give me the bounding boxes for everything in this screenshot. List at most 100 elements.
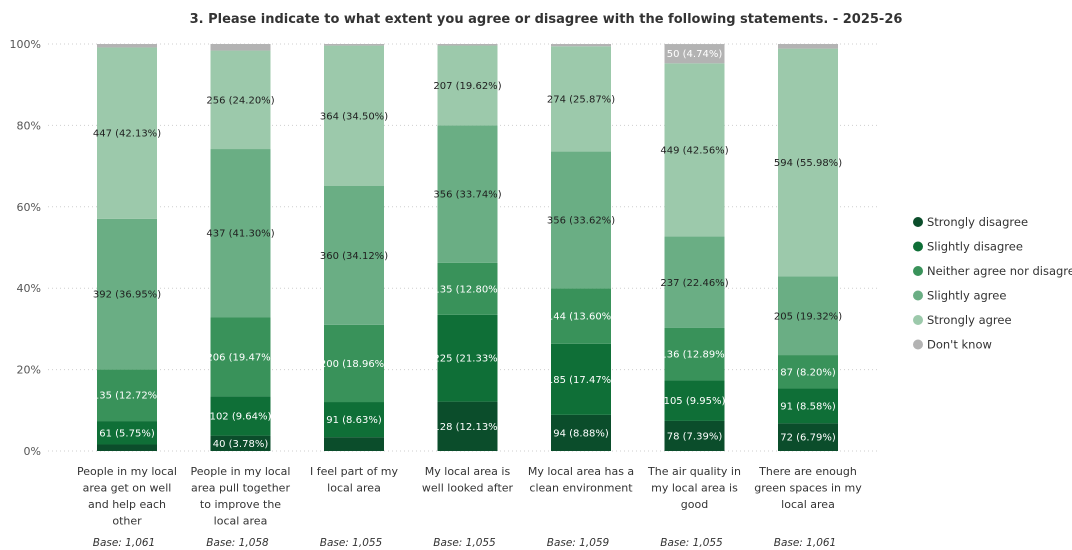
bar-segment — [97, 444, 157, 451]
data-label: 136 (12.89%) — [660, 350, 728, 361]
legend-marker — [913, 241, 923, 252]
bar-segment — [664, 44, 725, 64]
bar-segment — [778, 276, 838, 356]
bar-segment — [324, 186, 384, 325]
bar-segment — [778, 48, 838, 277]
bar-segment — [551, 151, 611, 289]
legend-label: Neither agree nor disagree — [927, 264, 1072, 278]
bar-segment — [778, 423, 838, 451]
bar-segment — [551, 44, 611, 47]
bar-segment — [778, 355, 838, 389]
bar-segment — [664, 236, 725, 328]
data-label: 94 (8.88%) — [553, 428, 609, 439]
data-label: 91 (8.58%) — [780, 401, 836, 412]
bar-segment — [210, 149, 271, 318]
data-label: 392 (36.95%) — [93, 290, 161, 301]
legend-marker — [913, 315, 923, 325]
bar-segment — [551, 46, 611, 152]
bar-stack: 40 (3.78%) 102 (9.64%) 206 (19.47%) 437 (41… — [206, 44, 275, 451]
bar-stack: 61 (5.75%) 135 (12.72%) 392 (36.95%) 447 (4… — [93, 44, 161, 451]
data-label: 225 (21.33%) — [433, 354, 501, 365]
bar-segment — [324, 402, 384, 438]
bar-segment — [324, 437, 384, 451]
bar-stack: 78 (7.39%) 105 (9.95%) 136 (12.89%) 237 (22… — [660, 44, 729, 451]
bar-segment — [778, 388, 838, 424]
legend-item: Neither agree nor disagree — [913, 264, 1072, 278]
data-label: 356 (33.62%) — [547, 215, 615, 226]
data-label: 447 (42.13%) — [93, 129, 161, 140]
bar-segment — [97, 47, 157, 219]
data-label: 274 (25.87%) — [547, 94, 615, 105]
bar-segment — [437, 401, 498, 451]
data-label: 449 (42.56%) — [660, 145, 728, 156]
base-label: Base: 1,055 — [433, 537, 496, 549]
bar-segment — [551, 414, 611, 451]
bar-segment — [664, 63, 725, 237]
legend-item: Strongly agree — [913, 313, 1012, 327]
bar-segment — [210, 44, 271, 51]
data-label: 185 (17.47%) — [547, 375, 615, 386]
legend-marker — [913, 339, 923, 350]
x-tick-label: People in my local area get on well and he… — [77, 465, 177, 528]
y-tick-label: 100% — [10, 38, 41, 51]
legend-label: Slightly agree — [927, 289, 1006, 303]
y-tick-label: 60% — [17, 201, 41, 214]
legend-label: Strongly disagree — [927, 215, 1028, 229]
data-label: 594 (55.98%) — [774, 158, 842, 169]
data-label: 206 (19.47%) — [206, 352, 274, 363]
bars: 61 (5.75%) 135 (12.72%) 392 (36.95%) 447 (4… — [93, 44, 842, 451]
x-tick-label: The air quality in my local area is good — [647, 465, 741, 511]
data-label: 205 (19.32%) — [774, 311, 842, 322]
data-label: 237 (22.46%) — [660, 278, 728, 289]
legend-item: Strongly disagree — [913, 215, 1028, 229]
bar-segment — [437, 45, 498, 126]
data-label: 102 (9.64%) — [210, 411, 272, 422]
data-label: 91 (8.63%) — [326, 415, 382, 426]
legend-label: Slightly disagree — [927, 240, 1023, 254]
bar-segment — [664, 327, 725, 381]
data-label: 356 (33.74%) — [433, 190, 501, 201]
bar-segment — [210, 396, 271, 436]
bar-stack: 91 (8.63%) 200 (18.96%) 360 (34.12%) 364 (3… — [320, 44, 388, 451]
data-label: 207 (19.62%) — [433, 81, 501, 92]
bar-segment — [551, 343, 611, 415]
y-axis: 0% 20% 40% 60% 80% 100% — [10, 38, 41, 458]
bar-segment — [210, 435, 271, 451]
base-label: Base: 1,061 — [774, 537, 837, 549]
data-label: 87 (8.20%) — [780, 367, 836, 378]
data-label: 128 (12.13%) — [433, 422, 501, 433]
base-label: Base: 1,055 — [320, 537, 383, 549]
chart-title: 3. Please indicate to what extent you ag… — [190, 12, 903, 27]
data-label: 105 (9.95%) — [664, 396, 726, 407]
bar-segment — [210, 317, 271, 397]
legend-marker — [913, 217, 923, 227]
data-label: 135 (12.80%) — [433, 284, 501, 295]
y-tick-label: 40% — [17, 282, 41, 295]
bar-segment — [97, 421, 157, 445]
legend-item: Slightly agree — [913, 289, 1006, 303]
y-tick-label: 0% — [24, 445, 41, 458]
data-label: 256 (24.20%) — [206, 95, 274, 106]
data-label: 72 (6.79%) — [780, 433, 836, 444]
x-tick-label: I feel part of my local area — [310, 465, 399, 495]
bar-segment — [324, 45, 384, 187]
base-label: Base: 1,058 — [206, 537, 269, 549]
bar-segment — [437, 44, 498, 46]
data-label: 78 (7.39%) — [667, 431, 723, 442]
base-label: Base: 1,055 — [660, 537, 723, 549]
legend-item: Don't know — [913, 338, 992, 352]
x-tick-label: My local area is well looked after — [422, 465, 514, 495]
bar-segment — [437, 262, 498, 315]
data-label: 200 (18.96%) — [320, 359, 388, 370]
bar-segment — [664, 380, 725, 421]
bar-segment — [664, 420, 725, 451]
bar-stack: 94 (8.88%) 185 (17.47%) 144 (13.60%) 356 (3… — [547, 44, 615, 451]
data-label: 364 (34.50%) — [320, 111, 388, 122]
x-tick-label: There are enough green spaces in my local … — [754, 465, 862, 511]
bar-segment — [324, 324, 384, 403]
y-tick-label: 80% — [17, 119, 41, 132]
data-label: 437 (41.30%) — [206, 229, 274, 240]
bar-segment — [97, 369, 157, 422]
bar-stack: 72 (6.79%) 91 (8.58%) 87 (8.20%) 205 (19.32… — [774, 44, 842, 451]
